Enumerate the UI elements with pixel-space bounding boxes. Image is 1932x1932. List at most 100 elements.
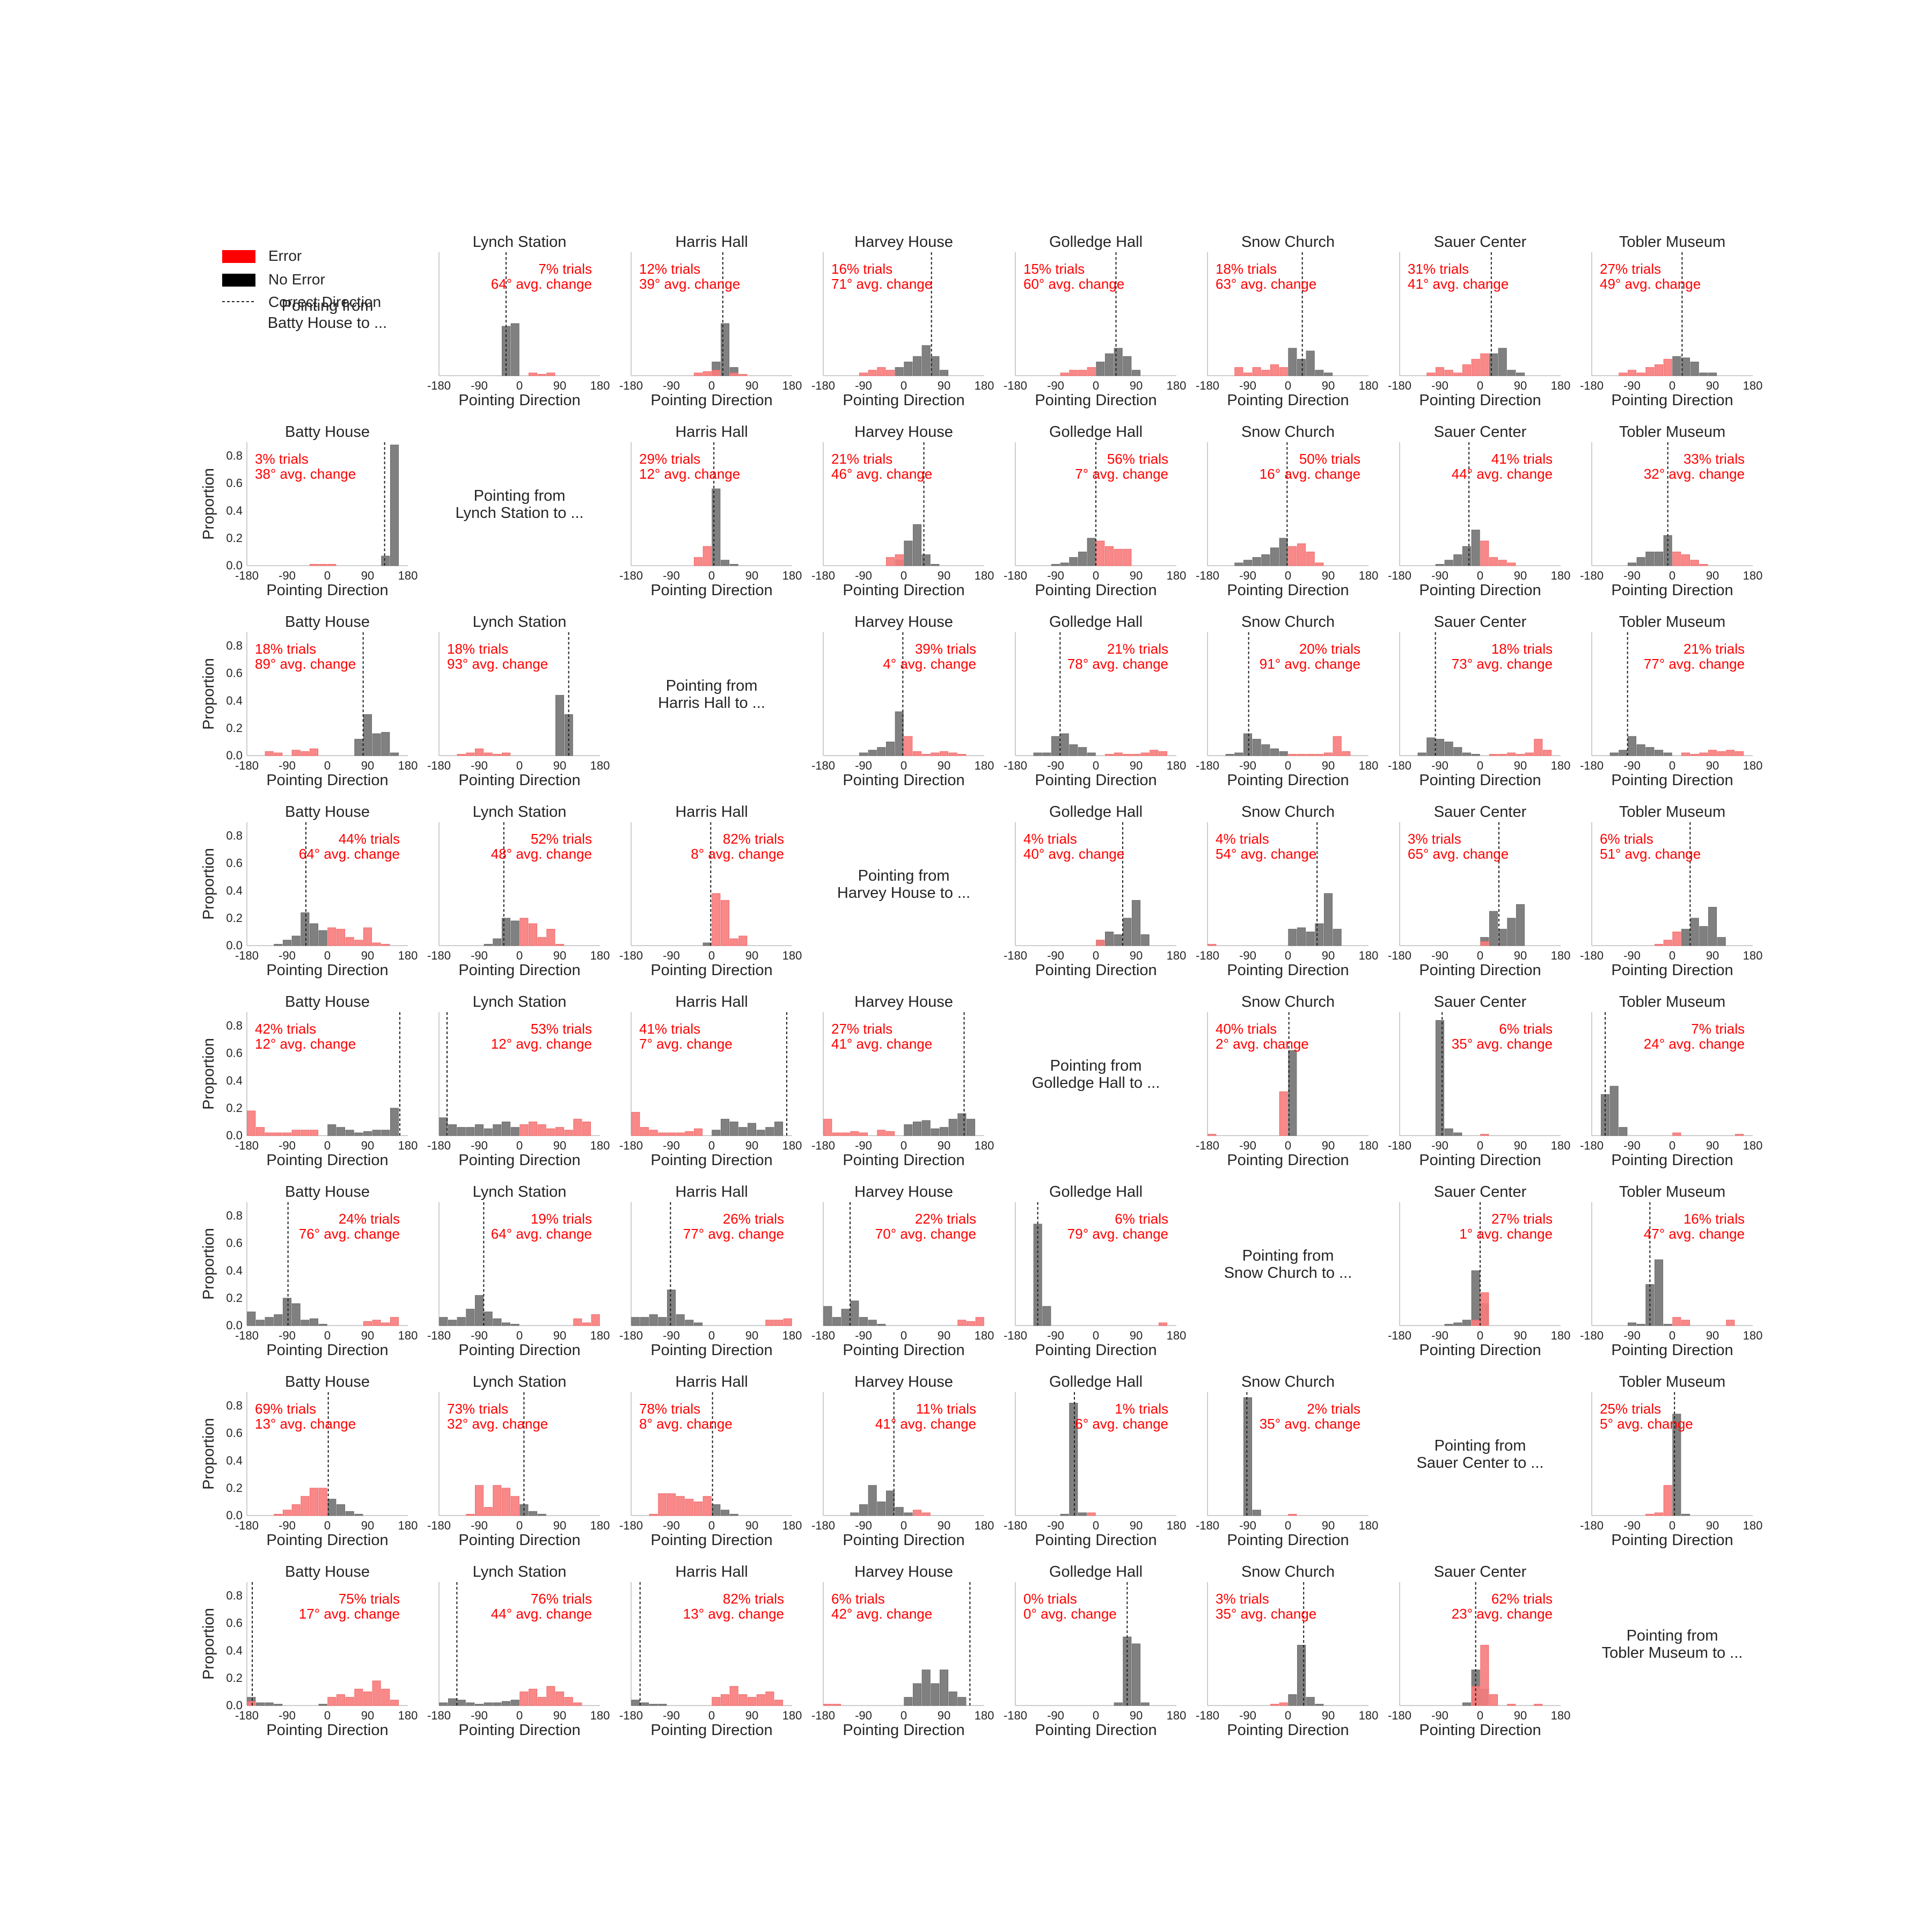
bar-error — [1261, 370, 1270, 376]
x-tick-label: -90 — [855, 569, 872, 582]
bar-error — [1507, 1703, 1516, 1706]
annotation-change: 47° avg. change — [1644, 1226, 1745, 1242]
bar-error — [309, 748, 319, 756]
annotation-trials: 52% trials — [531, 831, 592, 847]
annotation-trials: 3% trials — [1216, 1591, 1269, 1607]
x-tick-label: -180 — [1004, 569, 1027, 582]
bar-error — [966, 1321, 976, 1326]
annotation-change: 60° avg. change — [1023, 276, 1124, 292]
bar-error — [510, 1496, 519, 1516]
x-tick-label: -90 — [663, 1519, 680, 1532]
bar-no-error — [1516, 904, 1525, 946]
bar-no-error — [484, 1311, 493, 1326]
bar-error — [885, 1131, 895, 1136]
bar-no-error — [1123, 356, 1132, 376]
diagonal-label-line: Pointing from — [858, 867, 950, 884]
bar-no-error — [1636, 1323, 1645, 1326]
x-tick-label: 180 — [398, 759, 418, 772]
annotation-change: 44° avg. change — [491, 1606, 592, 1622]
y-tick-label: 0.6 — [226, 1426, 243, 1440]
x-tick-label: 180 — [1167, 759, 1187, 772]
x-tick-label: 0 — [901, 379, 907, 392]
annotation-change: 73° avg. change — [1452, 656, 1553, 672]
histogram-panel: Lynch Station -180 -90 0 90 180 Pointing Direc… — [427, 993, 610, 1169]
bar-error — [1480, 540, 1489, 566]
bar-error — [474, 748, 484, 756]
annotation-trials: 56% trials — [1107, 451, 1168, 467]
panel-title: Tobler Museum — [1619, 613, 1725, 631]
bar-no-error — [1306, 1697, 1315, 1706]
x-axis-label: Pointing Direction — [1419, 1342, 1541, 1359]
bar-error — [291, 1504, 301, 1516]
histogram-panel: Lynch Station -180 -90 0 90 180 Pointing Direc… — [427, 1373, 610, 1549]
x-tick-label: -180 — [1388, 569, 1411, 582]
x-tick-label: 90 — [938, 1709, 950, 1722]
annotation-change: 40° avg. change — [1023, 846, 1124, 862]
bar-no-error — [1087, 538, 1096, 566]
x-tick-label: -90 — [1047, 1329, 1064, 1342]
y-tick-label: 0.6 — [226, 477, 243, 490]
x-axis-label: Pointing Direction — [1611, 1342, 1733, 1359]
x-axis-label: Pointing Direction — [650, 1152, 772, 1169]
bar-error — [685, 1498, 694, 1516]
annotation-change: 76° avg. change — [299, 1226, 400, 1242]
bar-error — [372, 1680, 381, 1706]
bar-no-error — [510, 1127, 519, 1136]
x-tick-label: 90 — [361, 1329, 374, 1342]
bar-error — [1104, 753, 1114, 756]
histogram-panel: Sauer Center -180 -90 0 90 180 Pointing Direct… — [1388, 233, 1570, 409]
bar-error — [693, 372, 703, 376]
annotation-trials: 31% trials — [1408, 261, 1469, 277]
bar-no-error — [390, 1108, 399, 1136]
x-tick-label: 180 — [1359, 949, 1379, 962]
bar-error — [345, 937, 354, 946]
bar-no-error — [649, 1703, 658, 1706]
x-tick-label: 0 — [324, 1329, 331, 1342]
x-tick-label: 0 — [1477, 759, 1483, 772]
annotation-trials: 18% trials — [255, 641, 316, 657]
bar-no-error — [327, 1124, 336, 1136]
bar-no-error — [381, 1130, 390, 1136]
annotation-change: 1° avg. change — [1459, 1226, 1553, 1242]
diagonal-label-line: Lynch Station to ... — [455, 504, 583, 522]
bar-no-error — [493, 938, 502, 946]
bar-no-error — [1453, 1322, 1462, 1326]
panel-title: Lynch Station — [473, 993, 567, 1011]
x-tick-label: 180 — [1359, 569, 1379, 582]
bar-no-error — [904, 1512, 913, 1516]
x-tick-label: 0 — [1093, 1519, 1099, 1532]
x-tick-label: -180 — [427, 1329, 451, 1342]
x-tick-label: 90 — [1130, 1519, 1143, 1532]
x-tick-label: 90 — [938, 1519, 950, 1532]
histogram-panel: Snow Church -180 -90 0 90 180 Pointing Directi… — [1196, 423, 1378, 599]
panel-title: Harvey House — [854, 613, 953, 631]
x-tick-label: 180 — [1551, 379, 1571, 392]
histogram-panel: Sauer Center -180 -90 0 90 180 Pointing Direct… — [1388, 993, 1570, 1169]
x-tick-label: 0 — [1477, 569, 1483, 582]
bar-error — [582, 1121, 591, 1136]
bar-error — [1131, 753, 1141, 756]
x-tick-label: -180 — [811, 1709, 835, 1722]
x-axis-label: Pointing Direction — [458, 1722, 580, 1739]
bar-error — [738, 1694, 748, 1706]
x-tick-label: 90 — [1706, 1329, 1719, 1342]
bar-error — [1619, 372, 1628, 376]
bar-no-error — [327, 1498, 336, 1516]
bar-no-error — [1708, 372, 1717, 376]
x-tick-label: -180 — [811, 1329, 835, 1342]
bar-no-error — [1306, 931, 1315, 946]
bar-no-error — [921, 345, 931, 376]
x-tick-label: 90 — [1514, 759, 1527, 772]
x-tick-label: -180 — [1388, 1329, 1411, 1342]
x-tick-label: 180 — [1743, 1139, 1763, 1152]
annotation-change: 7° avg. change — [639, 1036, 733, 1052]
bar-error — [1471, 358, 1480, 376]
bar-no-error — [1288, 348, 1297, 376]
bar-no-error — [1270, 748, 1279, 756]
bar-error — [546, 372, 555, 376]
bar-no-error — [390, 444, 399, 566]
bar-no-error — [931, 564, 940, 566]
bar-no-error — [729, 1513, 738, 1516]
x-tick-label: -90 — [663, 949, 680, 962]
bar-no-error — [921, 1120, 931, 1136]
